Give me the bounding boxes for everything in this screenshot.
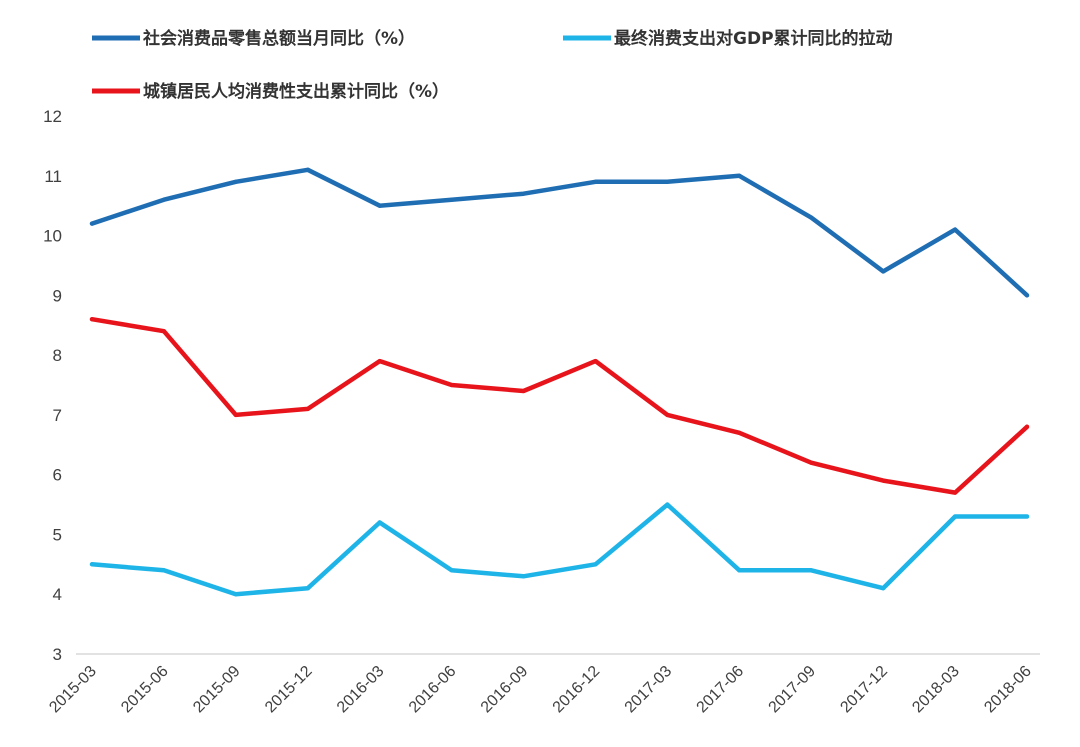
data-point bbox=[161, 568, 166, 573]
data-point bbox=[593, 562, 598, 567]
data-point bbox=[90, 562, 94, 567]
data-point bbox=[90, 221, 94, 226]
x-tick-label: 2017-12 bbox=[837, 663, 891, 717]
x-tick-label: 2017-06 bbox=[694, 663, 748, 717]
data-point bbox=[233, 592, 238, 597]
series-line-urban-spending bbox=[89, 316, 1030, 495]
data-point bbox=[1025, 293, 1029, 298]
data-point bbox=[737, 568, 742, 573]
data-point bbox=[449, 568, 454, 573]
y-tick-label: 7 bbox=[53, 406, 62, 425]
data-point bbox=[593, 179, 598, 184]
data-point bbox=[233, 179, 238, 184]
data-point bbox=[1025, 514, 1029, 519]
data-point bbox=[449, 383, 454, 387]
y-tick-label: 10 bbox=[43, 227, 62, 246]
x-tick-label: 2015-12 bbox=[262, 663, 316, 717]
data-point bbox=[377, 203, 382, 208]
x-tick-label: 2016-12 bbox=[550, 663, 604, 717]
x-tick-label: 2016-03 bbox=[334, 663, 388, 717]
data-point bbox=[521, 574, 526, 579]
data-point bbox=[737, 430, 742, 435]
x-tick-label: 2016-06 bbox=[406, 663, 460, 717]
data-point bbox=[809, 568, 814, 573]
y-tick-label: 5 bbox=[53, 525, 62, 544]
series-line-retail-sales bbox=[89, 167, 1030, 298]
data-point bbox=[90, 317, 94, 322]
data-point bbox=[881, 478, 886, 483]
data-point bbox=[665, 179, 670, 184]
legend-item-urban-spending: 城镇居民人均消费性支出累计同比（%） bbox=[92, 81, 449, 102]
x-tick-label: 2016-09 bbox=[478, 663, 532, 717]
legend-label-retail-sales: 社会消费品零售总额当月同比（%） bbox=[142, 28, 415, 49]
data-point bbox=[161, 329, 166, 334]
data-point bbox=[377, 359, 382, 364]
data-point bbox=[1025, 424, 1029, 429]
y-tick-label: 3 bbox=[53, 645, 62, 664]
data-point bbox=[593, 359, 598, 364]
y-tick-label: 9 bbox=[53, 286, 62, 305]
legend-label-consumption-contribution: 最终消费支出对GDP累计同比的拉动 bbox=[614, 28, 893, 49]
legend-item-retail-sales: 社会消费品零售总额当月同比（%） bbox=[92, 28, 415, 49]
x-tick-label: 2017-09 bbox=[766, 663, 820, 717]
data-point bbox=[521, 389, 526, 393]
data-point bbox=[305, 406, 310, 411]
x-tick-label: 2017-03 bbox=[622, 663, 676, 717]
legend: 社会消费品零售总额当月同比（%） 最终消费支出对GDP累计同比的拉动 城镇居民人… bbox=[92, 28, 893, 102]
series-group bbox=[89, 316, 1030, 495]
y-tick-label: 11 bbox=[44, 167, 62, 186]
data-point bbox=[953, 490, 958, 495]
data-point bbox=[305, 167, 310, 172]
x-tick-label: 2018-06 bbox=[981, 663, 1035, 717]
data-point bbox=[449, 197, 454, 202]
y-tick-label: 12 bbox=[43, 107, 62, 126]
data-point bbox=[809, 215, 814, 220]
data-point bbox=[233, 412, 238, 417]
y-tick-label: 6 bbox=[53, 466, 62, 485]
y-tick-label: 4 bbox=[53, 585, 62, 604]
data-point bbox=[953, 227, 958, 232]
data-point bbox=[665, 502, 670, 507]
x-tick-label: 2015-03 bbox=[46, 663, 100, 717]
data-point bbox=[665, 412, 670, 417]
data-point bbox=[881, 269, 886, 274]
y-axis: 3 4 5 6 7 8 9 10 11 12 bbox=[43, 107, 62, 664]
data-point bbox=[161, 197, 166, 202]
series-group bbox=[89, 502, 1030, 597]
data-point bbox=[305, 586, 310, 591]
data-point bbox=[377, 520, 382, 525]
data-point bbox=[881, 586, 886, 591]
y-tick-label: 8 bbox=[53, 346, 62, 365]
data-point bbox=[809, 460, 814, 465]
series-group bbox=[89, 167, 1030, 298]
x-tick-label: 2015-09 bbox=[190, 663, 244, 717]
x-tick-label: 2015-06 bbox=[118, 663, 172, 717]
legend-item-consumption-contribution: 最终消费支出对GDP累计同比的拉动 bbox=[563, 28, 893, 49]
legend-label-urban-spending: 城镇居民人均消费性支出累计同比（%） bbox=[143, 81, 449, 102]
series-line-consumption-contribution bbox=[89, 502, 1030, 597]
x-axis: 2015-03 2015-06 2015-09 2015-12 2016-03 2016-… bbox=[46, 653, 1040, 717]
data-point bbox=[521, 191, 526, 196]
series-layer bbox=[89, 167, 1030, 597]
data-point bbox=[953, 514, 958, 519]
data-point bbox=[737, 173, 742, 178]
x-tick-label: 2018-03 bbox=[909, 663, 963, 717]
